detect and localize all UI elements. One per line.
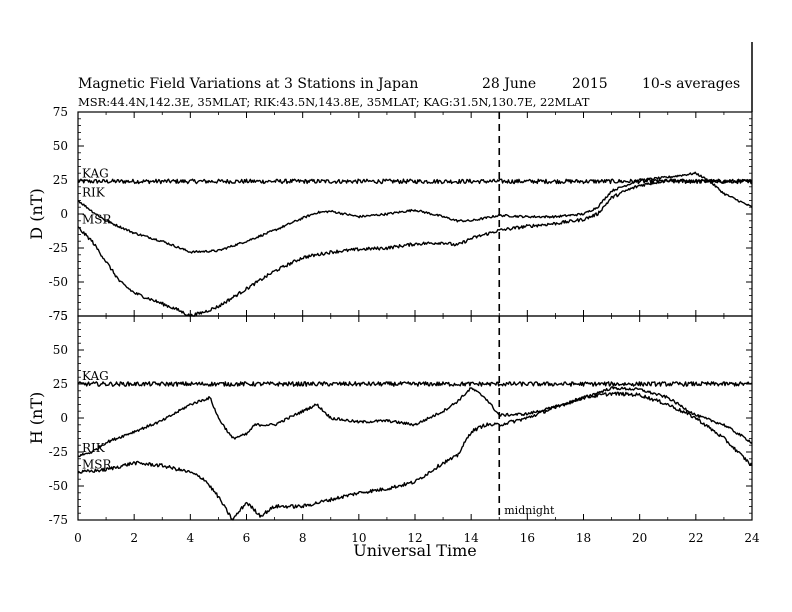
series-line-msr	[77, 178, 753, 317]
y-tick-label: 50	[53, 343, 68, 357]
x-tick-label: 24	[744, 531, 760, 545]
d-axis-label: D (nT)	[27, 188, 46, 239]
y-tick-label: 25	[53, 377, 68, 391]
x-tick-label: 6	[243, 531, 251, 545]
x-tick-label: 2	[130, 531, 138, 545]
series-label-kag: KAG	[82, 369, 109, 383]
y-tick-label: -25	[49, 445, 68, 459]
d-panel-series: KAG RIK MSR	[77, 166, 753, 317]
series-label-rik: RIK	[82, 185, 106, 199]
x-tick-label: 20	[632, 531, 647, 545]
series-line-rik	[77, 171, 753, 254]
x-tick-label: 4	[187, 531, 195, 545]
h-axis-label: H (nT)	[27, 392, 46, 445]
x-tick-label: 10	[351, 531, 366, 545]
y-tick-label: 75	[53, 105, 68, 119]
chart-year: 2015	[572, 76, 608, 92]
chart-averaging: 10-s averages	[642, 76, 740, 92]
x-tick-label: 8	[299, 531, 307, 545]
x-tick-label: 0	[74, 531, 82, 545]
x-tick-label: 18	[576, 531, 591, 545]
x-tick-label: 14	[464, 531, 480, 545]
chart-date: 28 June	[482, 76, 536, 92]
y-tick-label: 50	[53, 139, 68, 153]
h-panel-frame	[77, 315, 753, 521]
series-line-rik	[77, 386, 753, 458]
y-tick-label: 25	[53, 173, 68, 187]
y-tick-label: -50	[49, 479, 68, 493]
y-tick-label: 75	[53, 309, 68, 323]
station-info: MSR:44.4N,142.3E, 35MLAT; RIK:43.5N,143.…	[78, 95, 590, 109]
series-line-kag	[77, 178, 753, 185]
series-line-msr	[77, 391, 753, 521]
series-line-kag	[77, 381, 753, 387]
series-label-msr: MSR	[82, 213, 113, 227]
chart-title: Magnetic Field Variations at 3 Stations …	[78, 76, 418, 92]
d-panel-frame	[77, 111, 753, 317]
x-axis-ticks: 0 2 4 6 8 10 12 14 16 18 20 22 24	[74, 531, 760, 545]
x-tick-label: 22	[688, 531, 703, 545]
midnight-label: midnight	[504, 504, 555, 517]
y-tick-label: -25	[49, 241, 68, 255]
h-panel-series: KAG RIK MSR	[77, 369, 753, 521]
series-label-msr: MSR	[82, 457, 113, 471]
y-tick-label: -75	[49, 513, 68, 527]
d-panel-ticks: 75 50 25 0 -25 -50 -75	[49, 105, 753, 323]
x-tick-label: 12	[407, 531, 422, 545]
y-tick-label: -50	[49, 275, 68, 289]
h-panel-ticks: 75 50 25 0 -25 -50 -75	[49, 309, 753, 527]
series-label-kag: KAG	[82, 166, 109, 180]
y-tick-label: 0	[60, 411, 68, 425]
series-label-rik: RIK	[82, 441, 106, 455]
y-tick-label: -75	[49, 309, 68, 323]
x-axis-label: Universal Time	[353, 541, 476, 560]
y-tick-label: 0	[60, 207, 68, 221]
x-tick-label: 16	[520, 531, 535, 545]
